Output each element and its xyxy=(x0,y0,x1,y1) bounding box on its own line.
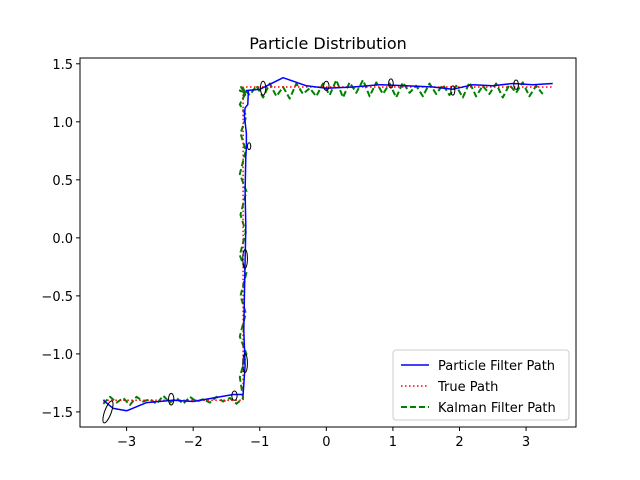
uncertainty-ellipse xyxy=(450,85,456,96)
y-tick-label: 0.5 xyxy=(52,174,73,189)
legend-label-particle-filter: Particle Filter Path xyxy=(438,359,555,374)
x-axis: −3 −2 −1 0 1 2 3 xyxy=(117,427,530,450)
legend-label-kalman-filter: Kalman Filter Path xyxy=(438,401,556,416)
uncertainty-ellipse xyxy=(242,248,248,269)
uncertainty-ellipse xyxy=(231,390,238,401)
particle-filter-path-line xyxy=(102,76,553,412)
y-tick-label: 1.0 xyxy=(52,116,73,131)
x-tick-label: −3 xyxy=(117,435,136,450)
x-tick-label: −2 xyxy=(184,435,203,450)
legend: Particle Filter Path True Path Kalman Fi… xyxy=(392,349,570,421)
y-tick-label: −1.0 xyxy=(41,348,73,363)
x-tick-label: 3 xyxy=(522,435,530,450)
uncertainty-ellipse xyxy=(388,78,394,89)
uncertainty-ellipse xyxy=(168,392,175,406)
y-tick-label: −0.5 xyxy=(41,290,73,305)
uncertainty-ellipse xyxy=(242,353,248,373)
uncertainty-ellipse xyxy=(246,142,252,151)
x-tick-label: 1 xyxy=(389,435,397,450)
uncertainty-ellipse xyxy=(513,79,519,90)
uncertainty-ellipse xyxy=(323,80,330,91)
uncertainty-ellipse xyxy=(259,80,267,96)
legend-box xyxy=(392,349,570,421)
y-axis: −1.5 −1.0 −0.5 0.0 0.5 1.0 1.5 xyxy=(41,58,80,421)
y-tick-label: −1.5 xyxy=(41,406,73,421)
uncertainty-ellipse xyxy=(102,400,114,424)
x-tick-label: 0 xyxy=(322,435,330,450)
legend-label-true-path: True Path xyxy=(437,380,498,395)
plot-area xyxy=(102,76,553,424)
x-tick-label: 2 xyxy=(455,435,463,450)
y-tick-label: 1.5 xyxy=(52,58,73,73)
x-tick-label: −1 xyxy=(250,435,269,450)
y-tick-label: 0.0 xyxy=(52,232,73,247)
true-path-line xyxy=(103,86,553,402)
axes-frame xyxy=(79,57,577,428)
chart-title: Particle Distribution xyxy=(249,34,407,53)
